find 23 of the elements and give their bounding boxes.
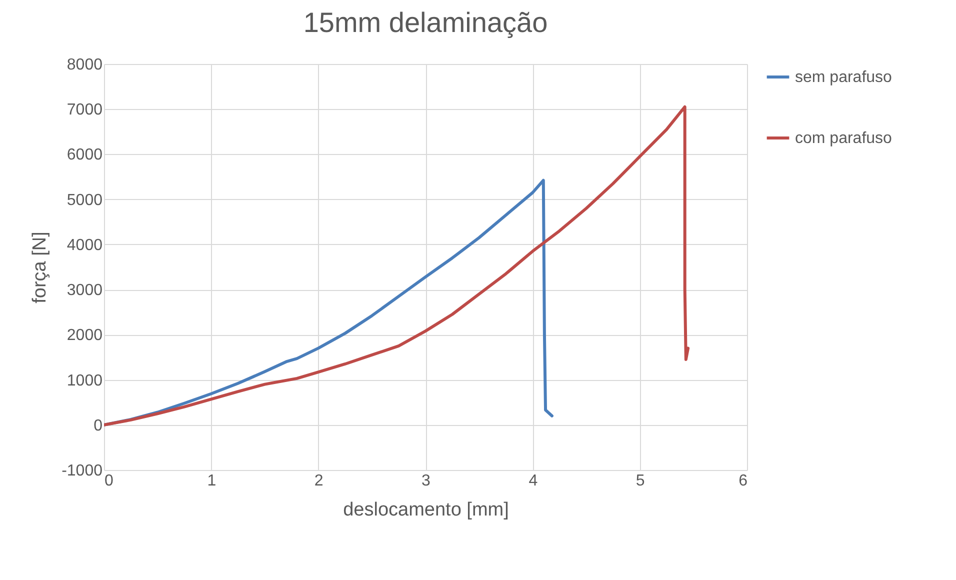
y-tick-label: 0 [94,417,103,434]
x-tick-label: 0 [104,472,114,490]
y-tick-label: 3000 [66,282,103,300]
x-tick-label: 2 [314,472,324,490]
line-series [104,105,690,426]
x-tick-label: 3 [422,472,431,490]
x-tick-label: 5 [636,472,645,490]
y-tick-label: 7000 [66,102,103,119]
y-tick-label: 1000 [66,372,103,390]
y-tick-label: 5000 [66,192,103,209]
x-tick-label: 6 [738,472,748,490]
x-tick-label: 4 [528,472,538,490]
legend-label: com parafuso [795,130,892,147]
y-tick-label: 6000 [66,146,103,164]
x-tick-label: 1 [207,472,216,490]
y-tick-label: 8000 [66,56,103,74]
y-axis-title: força [N] [30,232,51,304]
y-tick-label: 2000 [66,327,103,344]
y-tick-label: 4000 [66,236,103,254]
chart-title: 15mm delaminação [303,7,548,38]
x-axis-title: deslocamento [mm] [343,500,509,520]
y-tick-label: -1000 [62,462,103,480]
legend-label: sem parafuso [795,69,892,86]
